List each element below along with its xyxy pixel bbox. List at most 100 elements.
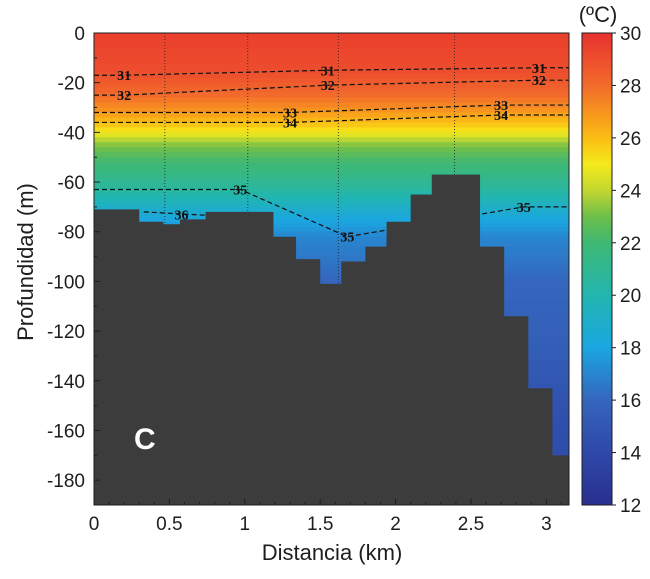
y-tick-label: -160 xyxy=(47,421,85,442)
isotherm-label: 31 xyxy=(321,64,335,79)
colorbar-tick-label: 28 xyxy=(620,76,641,97)
temperature-band xyxy=(94,132,569,138)
x-tick-label: 3 xyxy=(541,514,552,535)
y-tick-label: -140 xyxy=(47,372,85,393)
temperature-band xyxy=(94,92,569,99)
y-axis-title: Profundidad (m) xyxy=(13,183,38,341)
isotherm-label: 35 xyxy=(517,201,531,216)
temperature-band xyxy=(94,256,569,263)
colorbar-tick-label: 14 xyxy=(620,444,642,465)
temperature-band xyxy=(94,187,569,193)
colorbar-tick-label: 16 xyxy=(620,391,641,412)
x-tick-label: 1.5 xyxy=(307,514,333,535)
temperature-band xyxy=(94,271,569,278)
temperature-band xyxy=(94,162,569,168)
temperature-band xyxy=(94,221,569,228)
x-tick-label: 0 xyxy=(89,514,100,535)
isotherm-label: 32 xyxy=(532,74,546,89)
isotherm-label: 34 xyxy=(283,116,297,131)
y-tick-label: -20 xyxy=(58,74,85,95)
temperature-band xyxy=(94,276,569,283)
temperature-band xyxy=(94,87,569,94)
temperature-band xyxy=(94,152,569,158)
isotherm-label: 35 xyxy=(340,231,354,246)
temperature-band xyxy=(94,236,569,243)
colorbar-tick-label: 12 xyxy=(620,496,641,517)
colorbar-tick-label: 18 xyxy=(620,339,641,360)
temperature-band xyxy=(94,251,569,258)
temperature-band xyxy=(94,47,569,54)
isotherm-33-line xyxy=(94,104,569,114)
isotherm-label: 35 xyxy=(233,184,247,199)
colorbar-tick-label: 24 xyxy=(620,181,642,202)
temperature-band xyxy=(94,102,569,109)
temperature-band xyxy=(94,72,569,79)
y-tick-label: 0 xyxy=(74,24,85,45)
isotherm-label: 31 xyxy=(532,62,546,77)
temperature-band xyxy=(94,142,569,148)
temperature-band xyxy=(94,177,569,183)
temperature-band xyxy=(94,226,569,233)
colorbar-tick-label: 26 xyxy=(620,129,641,150)
temperature-band xyxy=(94,201,569,208)
isotherm-label: 34 xyxy=(494,109,508,124)
x-tick-label: 1 xyxy=(240,514,251,535)
temperature-band xyxy=(94,112,569,119)
colorbar-tick-label: 30 xyxy=(620,24,641,45)
temperature-band xyxy=(94,97,569,104)
temperature-band xyxy=(94,107,569,114)
isotherm-34-line xyxy=(94,114,569,124)
y-tick-label: -40 xyxy=(58,123,85,144)
plot-frame xyxy=(93,32,570,506)
temperature-band xyxy=(94,231,569,238)
temperature-band xyxy=(94,157,569,163)
temperature-band xyxy=(94,266,569,273)
temperature-band xyxy=(94,52,569,59)
temperature-band xyxy=(94,42,569,49)
temperature-band xyxy=(94,182,569,188)
x-tick-label: 2 xyxy=(390,514,401,535)
isotherm-label: 32 xyxy=(321,79,335,94)
y-tick-label: -120 xyxy=(47,322,85,343)
isotherm-label: 33 xyxy=(494,99,508,114)
temperature-band xyxy=(94,122,569,128)
colorbar-tick-label: 20 xyxy=(620,286,641,307)
temperature-band xyxy=(94,57,569,64)
colorbar-unit: (ºC) xyxy=(579,2,618,27)
temperature-band xyxy=(94,147,569,153)
colorbar-tick-label: 22 xyxy=(620,234,641,255)
temperature-band xyxy=(94,196,569,203)
temperature-band xyxy=(94,261,569,268)
colorbar-gradient xyxy=(581,32,613,506)
isotherm-label: 32 xyxy=(117,89,131,104)
temperature-band xyxy=(94,191,569,198)
panel-label: C xyxy=(134,423,156,456)
y-tick-label: -80 xyxy=(58,223,85,244)
y-tick-label: -60 xyxy=(58,173,85,194)
temperature-band xyxy=(94,82,569,89)
x-axis-title: Distancia (km) xyxy=(262,540,403,565)
temperature-band xyxy=(94,137,569,143)
temperature-band xyxy=(94,77,569,84)
isotherm-35-line xyxy=(94,188,569,238)
temperature-band xyxy=(94,211,569,218)
y-tick-label: -100 xyxy=(47,272,85,293)
isotherm-label: 36 xyxy=(174,208,188,223)
temperature-band xyxy=(94,37,569,44)
temperature-band xyxy=(94,33,569,39)
colorbar-ticks: 12 14 16 18 20 22 24 26 28 30 xyxy=(612,24,642,517)
temperature-band xyxy=(94,172,569,178)
temperature-band xyxy=(94,246,569,253)
x-tick-label: 2.5 xyxy=(458,514,484,535)
x-axis: 0 0.5 1 1.5 2 2.5 3 xyxy=(89,499,562,535)
isotherm-label: 31 xyxy=(117,69,131,84)
temperature-band xyxy=(94,167,569,173)
x-tick-label: 0.5 xyxy=(156,514,182,535)
isotherm-32-line xyxy=(94,79,569,96)
temperature-band xyxy=(94,67,569,74)
temperature-band xyxy=(94,216,569,223)
y-axis: 0 -20 -40 -60 -80 -100 -120 -140 -160 -180 xyxy=(47,24,100,492)
colorbar: (ºC) 12 14 16 18 20 22 24 26 28 30 xyxy=(579,2,642,517)
